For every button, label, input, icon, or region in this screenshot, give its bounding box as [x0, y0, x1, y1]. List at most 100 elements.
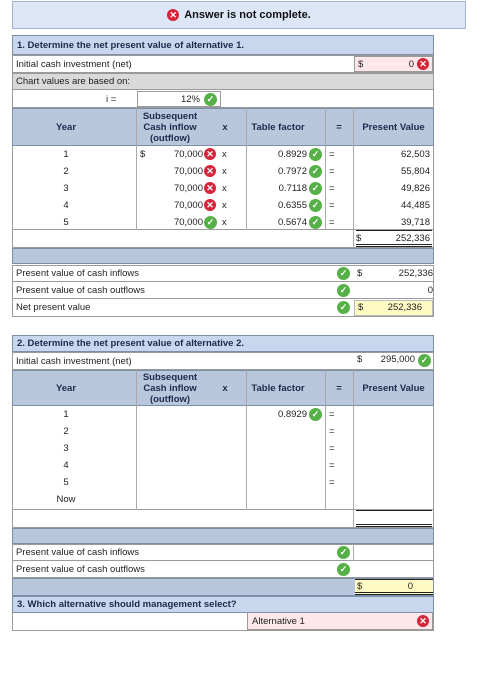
check-circle-icon: ✓	[337, 284, 350, 297]
summary-label: Present value of cash inflows	[16, 268, 140, 279]
part1-total-cell: $ 252,336	[356, 230, 432, 247]
part2-initial-input[interactable]: $ 295,000 ✓	[354, 352, 433, 369]
part3-answer-row	[12, 613, 434, 631]
x-circle-icon: ✕	[204, 148, 216, 160]
part2-title: 2. Determine the net present value of al…	[12, 335, 434, 352]
summary-label: Net present value	[16, 302, 91, 313]
x-circle-icon: ✕	[204, 165, 216, 177]
equals-sign: =	[329, 183, 335, 194]
equals-sign: =	[329, 443, 335, 454]
check-circle-icon: ✓	[309, 165, 322, 178]
x-circle-icon: ✕	[204, 199, 216, 211]
part2-spacer-bar	[12, 528, 434, 544]
header-equals: =	[336, 121, 342, 133]
part2-title-text: 2. Determine the net present value of al…	[17, 338, 245, 349]
summary-label: Present value of cash outflows	[16, 563, 145, 575]
check-circle-icon: ✓	[337, 301, 350, 314]
equals-sign: =	[329, 149, 335, 160]
present-value-cell: 62,503	[400, 149, 430, 160]
header-subsequent-cash: Subsequent Cash inflow (outflow)	[142, 371, 198, 405]
part1-initial-dollar: $	[358, 58, 364, 70]
rate-input[interactable]: 12% ✓	[137, 91, 221, 107]
factor-input[interactable]: 0.8929	[277, 149, 307, 160]
inflow-input[interactable]: 70,000	[173, 149, 203, 160]
part3-title-text: 3. Which alternative should management s…	[17, 599, 237, 610]
summary-label: Present value of cash outflows	[16, 284, 145, 296]
factor-input[interactable]: 0.8929	[277, 409, 307, 420]
banner-text: Answer is not complete.	[184, 9, 311, 21]
summary-value: 252,336	[398, 268, 433, 279]
inflow-input[interactable]: 70,000	[173, 183, 203, 194]
npv-dollar: $	[357, 581, 363, 592]
year-cell: 1	[63, 149, 69, 160]
factor-input[interactable]: 0.5674	[277, 217, 307, 228]
header-year: Year	[55, 382, 77, 394]
part1-title: 1. Determine the net present value of al…	[12, 35, 434, 55]
year-cell: Now	[56, 494, 76, 505]
dollar-sign: $	[140, 149, 146, 160]
alternative-select[interactable]: Alternative 1 ✕	[247, 613, 433, 630]
check-circle-icon: ✓	[418, 354, 431, 367]
part1-total-row	[12, 230, 434, 248]
part2-total-cell	[356, 510, 432, 527]
multiply-sign: x	[222, 149, 227, 160]
year-cell: 1	[63, 409, 69, 420]
year-cell: 5	[63, 477, 69, 488]
year-cell: 5	[63, 217, 69, 228]
factor-input[interactable]: 0.7972	[277, 166, 307, 177]
part2-table-body	[12, 406, 434, 510]
present-value-cell: 44,485	[400, 200, 430, 211]
multiply-sign: x	[222, 166, 227, 177]
check-circle-icon: ✓	[309, 408, 322, 421]
factor-input[interactable]: 0.7118	[278, 183, 307, 194]
present-value-cell: 39,718	[400, 217, 430, 228]
part2-npv-cell: $ 0	[355, 579, 433, 595]
check-circle-icon: ✓	[337, 563, 350, 576]
part2-npv-row	[12, 578, 434, 596]
year-cell: 2	[63, 426, 69, 437]
summary-row: Net present value	[12, 299, 434, 317]
part1-initial-input[interactable]: $ 0 ✕	[354, 56, 433, 72]
header-present-value: Present Value	[362, 382, 425, 394]
summary-dollar: $	[358, 302, 364, 313]
check-circle-icon: ✓	[337, 546, 350, 559]
header-multiply: x	[222, 382, 228, 394]
multiply-sign: x	[222, 217, 227, 228]
equals-sign: =	[329, 460, 335, 471]
check-circle-icon: ✓	[204, 92, 217, 106]
answer-status-banner: ✕ Answer is not complete.	[12, 1, 466, 29]
summary-row: Present value of cash outflows	[12, 561, 434, 578]
header-present-value: Present Value	[362, 121, 425, 133]
part1-initial-label: Initial cash investment (net)	[16, 58, 132, 70]
header-subsequent-cash: Subsequent Cash inflow (outflow)	[142, 110, 198, 144]
equals-sign: =	[329, 166, 335, 177]
equals-sign: =	[329, 426, 335, 437]
part2-initial-value: 295,000	[380, 354, 415, 365]
total-dollar: $	[356, 233, 362, 244]
year-cell: 3	[63, 443, 69, 454]
header-table-factor: Table factor	[251, 121, 305, 133]
summary-label: Present value of cash inflows	[16, 547, 140, 558]
check-circle-icon: ✓	[309, 216, 322, 229]
header-table-factor: Table factor	[251, 382, 305, 394]
total-value: 252,336	[395, 233, 430, 244]
present-value-cell: 49,826	[400, 183, 430, 194]
x-circle-icon: ✕	[417, 615, 429, 627]
equals-sign: =	[329, 200, 335, 211]
summary-value: 252,336	[387, 302, 422, 313]
part1-title-text: 1. Determine the net present value of al…	[17, 39, 245, 51]
summary-dollar: $	[357, 268, 363, 279]
summary-row: Present value of cash inflows	[12, 265, 434, 282]
part1-spacer-bar	[12, 248, 434, 264]
header-equals: =	[336, 382, 342, 394]
equals-sign: =	[329, 477, 335, 488]
part1-table-header	[12, 108, 434, 146]
inflow-input[interactable]: 70,000	[173, 200, 203, 211]
factor-input[interactable]: 0.6355	[277, 200, 307, 211]
rate-row	[12, 90, 434, 108]
inflow-input[interactable]: 70,000	[173, 166, 203, 177]
multiply-sign: x	[222, 200, 227, 211]
summary-row: Present value of cash outflows	[12, 282, 434, 299]
inflow-input[interactable]: 70,000	[173, 217, 203, 228]
header-multiply: x	[222, 121, 228, 133]
